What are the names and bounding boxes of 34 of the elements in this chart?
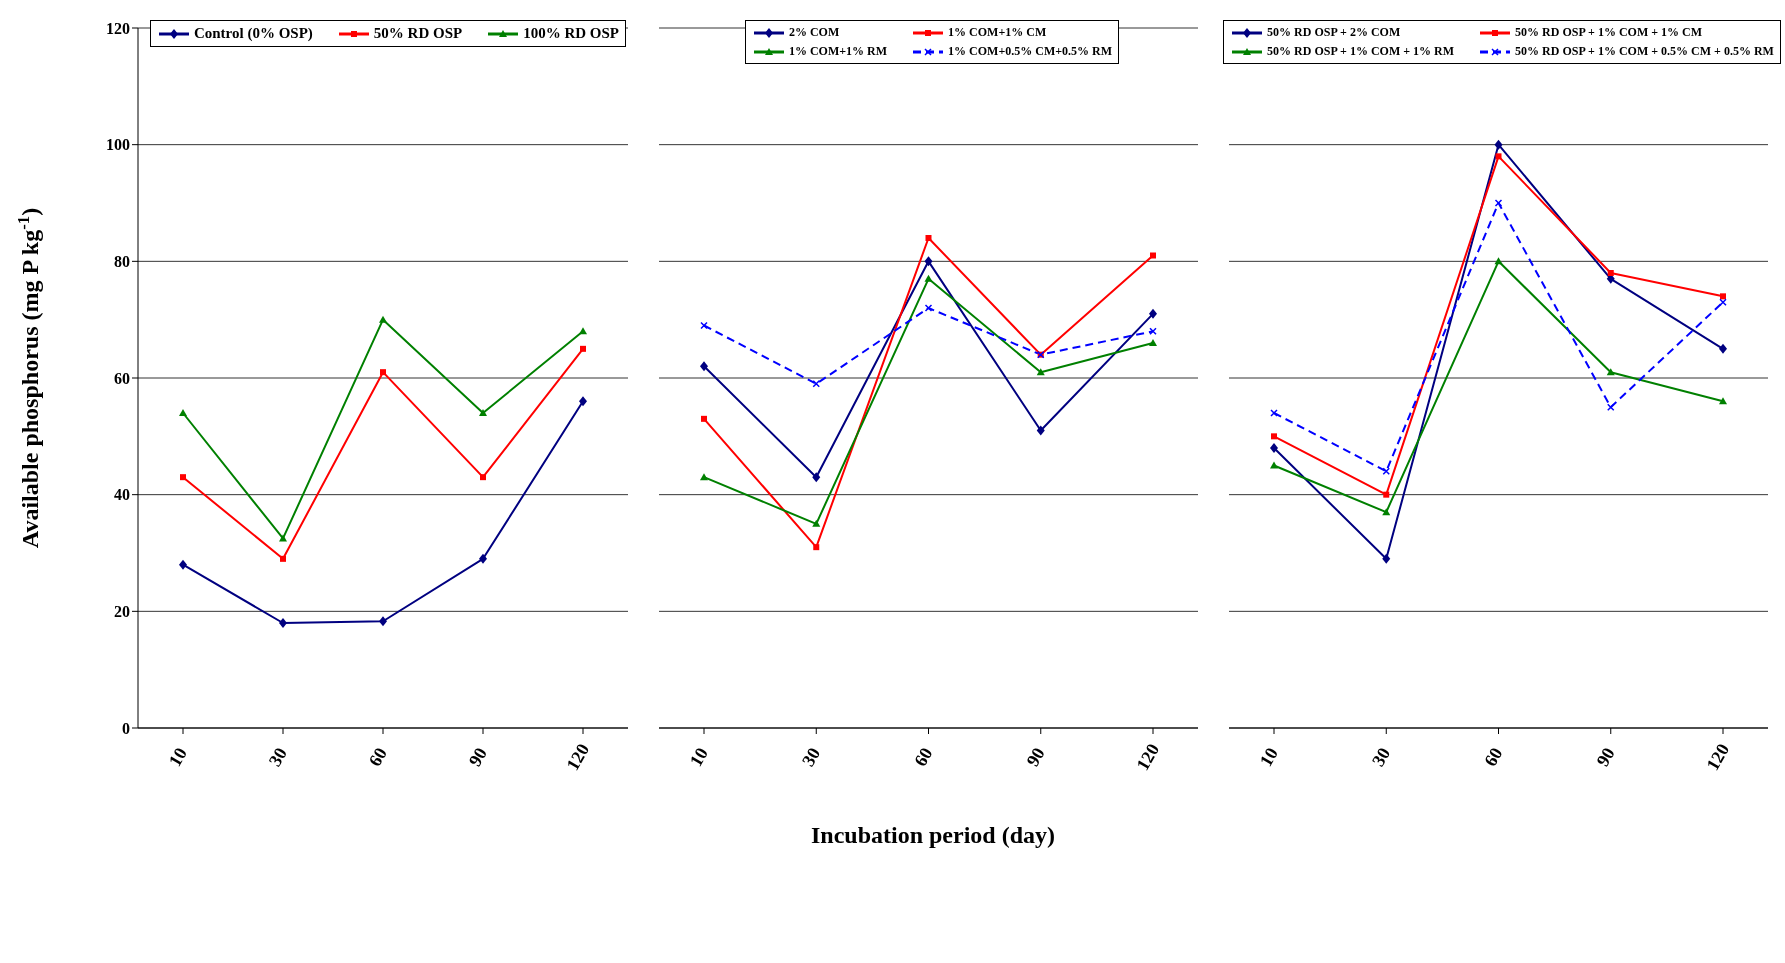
legend-label: 1% COM+1% CM — [948, 25, 1047, 40]
legend-label: 50% RD OSP + 2% COM — [1267, 25, 1401, 40]
x-tick-label: 90 — [1592, 744, 1619, 770]
y-tick-label: 100 — [106, 136, 130, 154]
x-tick-label: 60 — [364, 744, 391, 770]
x-tick-label: 90 — [464, 744, 491, 770]
x-tick-label: 90 — [1022, 744, 1049, 770]
legend-label: Control (0% OSP) — [193, 25, 313, 42]
legend-label: 2% COM — [788, 25, 840, 40]
legend-label: 1% COM+0.5% CM+0.5% RM — [948, 44, 1113, 59]
x-tick-label: 10 — [164, 744, 191, 770]
x-tick-label: 10 — [1255, 744, 1282, 770]
legend-label: 50% RD OSP + 1% COM + 0.5% CM + 0.5% RM — [1515, 44, 1774, 59]
x-axis-title: Incubation period (day) — [809, 822, 1056, 849]
legend-label: 50% RD OSP + 1% COM + 1% RM — [1267, 44, 1455, 59]
x-tick-label: 30 — [797, 744, 825, 770]
y-tick-label: 0 — [122, 719, 130, 737]
y-tick-label: 60 — [114, 369, 130, 387]
x-tick-label: 30 — [264, 744, 291, 770]
x-tick-label: 120 — [1702, 740, 1734, 774]
y-tick-label: 120 — [106, 19, 130, 37]
x-tick-label: 30 — [1367, 744, 1395, 770]
y-tick-label: 80 — [114, 253, 130, 271]
x-tick-label: 120 — [562, 740, 594, 774]
y-tick-label: 20 — [114, 603, 130, 621]
y-tick-label: 40 — [114, 486, 130, 504]
x-tick-label: 120 — [1132, 740, 1164, 774]
x-tick-label: 60 — [910, 744, 937, 770]
legend-label: 1% COM+1% RM — [788, 44, 888, 59]
legend-label: 100% RD OSP — [523, 25, 619, 42]
x-tick-label: 10 — [685, 744, 712, 770]
legend-label: 50% RD OSP — [373, 25, 463, 42]
legend-label: 50% RD OSP + 1% COM + 1% CM — [1515, 25, 1703, 40]
x-tick-label: 60 — [1480, 744, 1507, 770]
